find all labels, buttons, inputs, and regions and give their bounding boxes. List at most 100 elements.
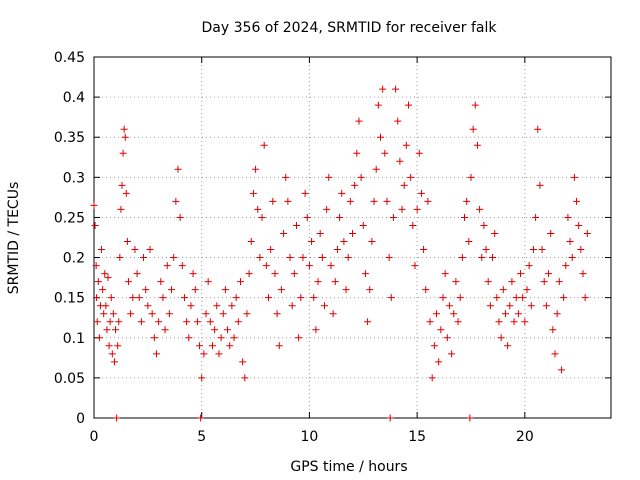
y-tick-label: 0.1 (63, 331, 85, 347)
data-point (98, 246, 106, 254)
data-point (113, 414, 121, 422)
data-point (140, 254, 148, 262)
data-point (93, 318, 101, 326)
data-point (336, 213, 344, 221)
data-point (273, 310, 281, 318)
data-point (394, 117, 402, 125)
data-point (409, 221, 417, 229)
data-point (536, 181, 544, 189)
data-point (243, 310, 251, 318)
data-point (364, 318, 372, 326)
data-point (241, 374, 249, 382)
data-point (508, 278, 516, 286)
data-point (193, 318, 201, 326)
data-point (176, 213, 184, 221)
data-point (301, 189, 309, 197)
data-point (292, 221, 300, 229)
data-point (178, 262, 186, 270)
data-point (202, 310, 210, 318)
data-point (157, 278, 165, 286)
data-point (280, 229, 288, 237)
data-point (94, 278, 102, 286)
data-point (372, 165, 380, 173)
y-tick-label: 0.05 (54, 371, 85, 387)
data-point (290, 270, 298, 278)
data-point (260, 141, 268, 149)
data-point (165, 310, 173, 318)
data-point (198, 374, 206, 382)
data-point (437, 326, 445, 334)
data-point (454, 318, 462, 326)
data-point (168, 286, 176, 294)
data-point (262, 262, 270, 270)
data-point (504, 342, 512, 350)
data-point (112, 326, 120, 334)
data-point (342, 286, 350, 294)
data-point (374, 101, 382, 109)
data-point (383, 197, 391, 205)
data-point (103, 326, 111, 334)
data-point (91, 221, 99, 229)
data-point (185, 334, 193, 342)
data-point (144, 302, 152, 310)
data-point (310, 294, 318, 302)
data-point (234, 318, 242, 326)
data-point (191, 286, 199, 294)
data-point (562, 262, 570, 270)
data-point (106, 318, 114, 326)
y-tick-label: 0.15 (54, 291, 85, 307)
data-point (245, 270, 253, 278)
data-point (121, 133, 129, 141)
data-point (493, 294, 501, 302)
data-point (152, 350, 160, 358)
data-point (118, 181, 126, 189)
data-point (131, 246, 139, 254)
data-point (119, 149, 127, 157)
data-point (499, 286, 507, 294)
data-point (452, 278, 460, 286)
data-point (478, 254, 486, 262)
data-point (137, 318, 145, 326)
data-point (127, 310, 135, 318)
data-point (545, 270, 553, 278)
data-point (329, 310, 337, 318)
data-point (506, 302, 514, 310)
y-tick-label: 0.3 (63, 170, 85, 186)
data-point (583, 229, 591, 237)
data-point (333, 246, 341, 254)
data-point (443, 334, 451, 342)
data-point (327, 262, 335, 270)
data-point (575, 221, 583, 229)
data-point (426, 318, 434, 326)
y-tick-label: 0.25 (54, 210, 85, 226)
data-point (282, 173, 290, 181)
data-point (415, 149, 423, 157)
data-point (230, 334, 238, 342)
data-point (517, 270, 525, 278)
data-point (92, 262, 100, 270)
data-point (422, 286, 430, 294)
data-point (525, 262, 533, 270)
data-point (284, 197, 292, 205)
grid-layer (94, 57, 611, 418)
data-point (405, 101, 413, 109)
data-point (469, 125, 477, 133)
data-point (381, 149, 389, 157)
data-point (560, 294, 568, 302)
data-point (150, 334, 158, 342)
data-point (555, 278, 563, 286)
data-point (338, 189, 346, 197)
data-point (484, 278, 492, 286)
data-point (402, 141, 410, 149)
data-point (349, 229, 356, 237)
data-point (320, 302, 328, 310)
data-point (542, 302, 550, 310)
data-point (275, 342, 283, 350)
data-point (392, 85, 400, 93)
data-point (413, 205, 421, 213)
data-point (471, 101, 479, 109)
data-point (95, 334, 103, 342)
data-point (211, 326, 219, 334)
data-point (204, 278, 212, 286)
data-point (189, 270, 197, 278)
